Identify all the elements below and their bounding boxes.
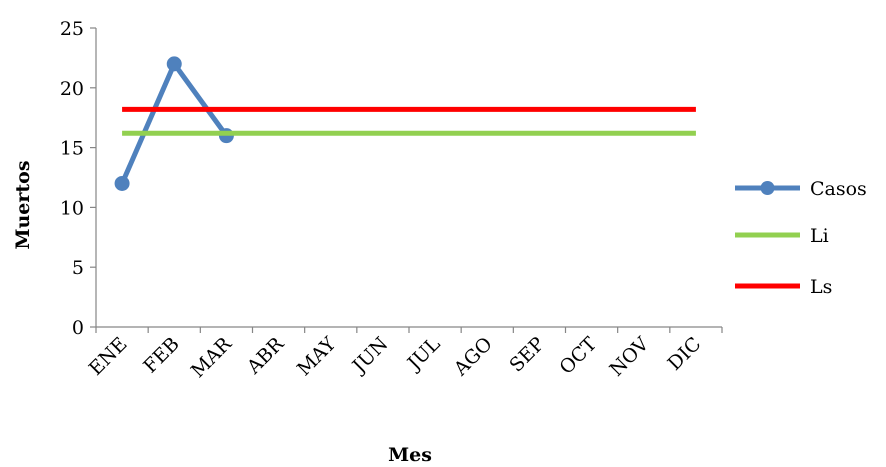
legend-label: Ls xyxy=(810,276,832,298)
x-tick-label: SEP xyxy=(505,333,549,377)
x-tick-label: FEB xyxy=(139,333,184,378)
x-tick-label: NOV xyxy=(605,333,653,381)
y-tick-label: 20 xyxy=(60,78,84,100)
series-casos xyxy=(114,56,234,191)
legend-label: Casos xyxy=(810,178,867,200)
y-axis-title: Muertos xyxy=(12,160,34,249)
axes xyxy=(95,28,722,328)
y-ticks: 0 5 10 15 20 25 xyxy=(60,18,96,339)
y-tick-label: 5 xyxy=(72,257,84,279)
x-tick-label: ENE xyxy=(85,333,132,380)
y-tick-label: 0 xyxy=(72,317,84,339)
x-tick-label: OCT xyxy=(555,333,601,379)
x-tick-label: AGO xyxy=(449,333,497,381)
x-tick-label: JUL xyxy=(402,333,445,376)
y-tick-label: 15 xyxy=(60,138,84,160)
legend-item-ls: Ls xyxy=(735,276,832,298)
legend-item-casos: Casos xyxy=(735,178,867,200)
legend-item-li: Li xyxy=(735,225,829,247)
y-tick-label: 10 xyxy=(60,197,84,219)
x-tick-label: JUN xyxy=(347,333,392,378)
series-line xyxy=(119,61,229,185)
legend: Casos Li Ls xyxy=(735,178,867,298)
series-layer xyxy=(114,56,696,191)
legend-label: Li xyxy=(810,225,829,247)
x-tick-label: MAY xyxy=(293,333,341,381)
y-tick-label: 25 xyxy=(60,18,84,40)
x-ticks: ENE FEB MAR ABR MAY JUN JUL AGO SEP OCT NOV DIC xyxy=(85,327,723,382)
x-tick-label: ABR xyxy=(242,332,288,378)
x-tick-label: DIC xyxy=(664,333,706,375)
data-point xyxy=(166,56,182,72)
data-point xyxy=(114,175,130,191)
x-tick-label: MAR xyxy=(187,332,237,382)
x-axis-title: Mes xyxy=(388,444,432,466)
legend-marker xyxy=(760,181,775,195)
